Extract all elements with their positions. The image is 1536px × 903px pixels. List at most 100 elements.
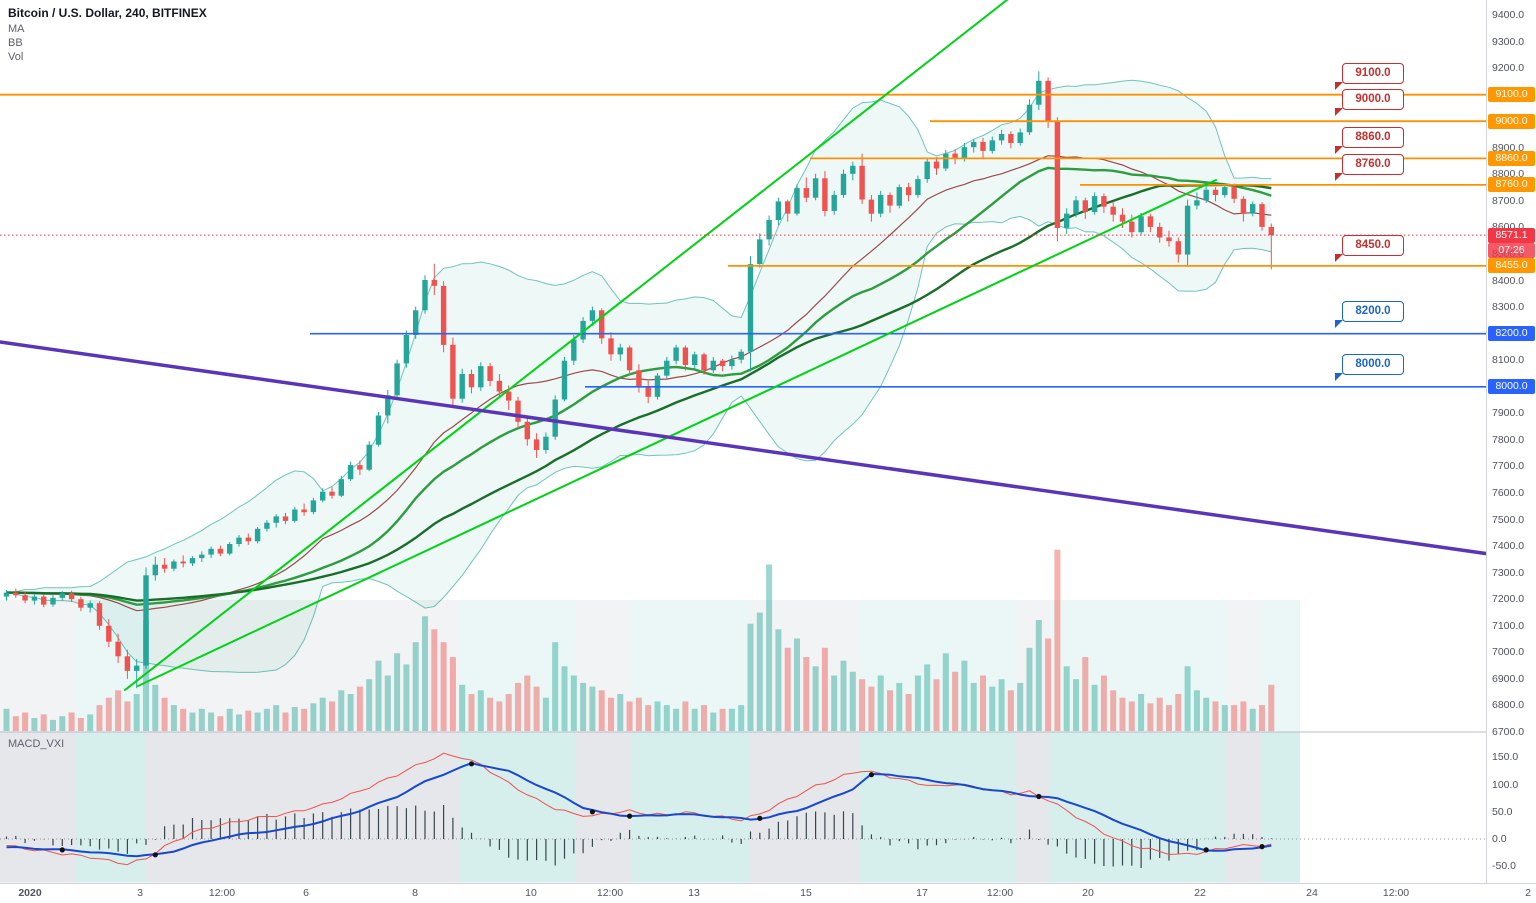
price-axis[interactable]: 9400.0 9300.0 9200.0 9100.0 9000.0 8900.0 8800… <box>1486 0 1536 883</box>
price-axis-label: 7000.0 <box>1492 646 1525 659</box>
legend-indicator-vol[interactable]: Vol <box>8 51 24 63</box>
time-axis-label: 12:00 <box>208 887 236 899</box>
price-callout-label[interactable]: 8000.0 <box>1335 354 1404 381</box>
macd-axis-label: -50.0 <box>1492 860 1516 873</box>
price-axis-label: 7400.0 <box>1492 540 1525 553</box>
time-axis-label: 15 <box>800 887 812 899</box>
price-callout-label[interactable]: 9100.0 <box>1335 63 1404 90</box>
price-axis-label: 6700.0 <box>1492 726 1525 738</box>
macd-cross-dot <box>1036 793 1042 800</box>
time-axis-label: 6 <box>303 887 309 899</box>
symbol-title: Bitcoin / U.S. Dollar, 240, BITFINEX <box>8 6 207 20</box>
macd-cross-dot <box>152 852 158 858</box>
price-axis-label: 8300.0 <box>1492 301 1525 314</box>
macd-axis-label: 150.0 <box>1492 751 1519 764</box>
price-tag-orange: 9100.0 <box>1488 87 1535 103</box>
purple-trendline[interactable] <box>0 340 1486 556</box>
price-tag-orange: 8760.0 <box>1488 177 1535 193</box>
price-callout-label[interactable]: 8450.0 <box>1335 235 1404 262</box>
callout-price-text: 8450.0 <box>1355 239 1391 251</box>
callout-pointer-icon <box>1335 173 1343 181</box>
price-axis-label: 7900.0 <box>1492 407 1525 420</box>
price-axis-label: 6800.0 <box>1492 699 1525 712</box>
macd-cross-dot <box>757 815 763 821</box>
chart-plot[interactable] <box>0 0 1486 883</box>
macd-axis-label: 50.0 <box>1492 805 1513 818</box>
callout-pointer-icon <box>1335 254 1343 262</box>
volume-bars <box>3 549 1275 732</box>
macd-cross-dot <box>468 761 475 767</box>
time-axis-label: 22 <box>1194 887 1206 899</box>
callout-price-text: 9000.0 <box>1355 93 1391 105</box>
price-tag-orange: 9000.0 <box>1488 113 1535 129</box>
macd-cross-dot <box>868 772 875 778</box>
candlestick-series <box>3 71 1274 689</box>
callout-price-text: 8860.0 <box>1355 131 1391 143</box>
callout-pointer-icon <box>1335 146 1343 154</box>
time-axis-label: 12:00 <box>1382 887 1410 899</box>
callout-price-text: 8200.0 <box>1355 305 1391 317</box>
macd-cross-dot <box>627 813 633 819</box>
callout-price-text: 9100.0 <box>1355 67 1391 79</box>
price-axis-label: 7300.0 <box>1492 566 1525 579</box>
macd-cross-dot <box>59 847 65 853</box>
price-axis-label: 9400.0 <box>1492 9 1525 21</box>
macd-indicator-label[interactable]: MACD_VXI <box>8 738 65 750</box>
last-price-tag: 8571.1 <box>1488 227 1535 243</box>
callout-price-text: 8760.0 <box>1355 158 1391 170</box>
price-tag-blue: 8200.0 <box>1488 326 1535 342</box>
time-axis-label: 12:00 <box>986 887 1014 899</box>
time-axis-label: 3 <box>137 887 143 899</box>
legend-indicator-ma[interactable]: MA <box>8 23 25 35</box>
macd-axis-label: 100.0 <box>1492 778 1519 791</box>
price-axis-label: 8400.0 <box>1492 274 1525 287</box>
price-callout-label[interactable]: 8760.0 <box>1335 154 1404 181</box>
time-axis-label: 2 <box>1525 887 1531 899</box>
price-tag-blue: 8000.0 <box>1488 379 1535 395</box>
legend: Bitcoin / U.S. Dollar, 240, BITFINEX MA … <box>8 6 207 63</box>
price-axis-label: 7200.0 <box>1492 593 1525 606</box>
price-axis-label: 6900.0 <box>1492 672 1525 685</box>
time-axis-label: 13 <box>688 887 700 899</box>
price-axis-label: 8100.0 <box>1492 354 1525 367</box>
price-callout-label[interactable]: 8860.0 <box>1335 127 1404 154</box>
price-callout-label[interactable]: 9000.0 <box>1335 89 1404 116</box>
price-axis-label: 8700.0 <box>1492 194 1525 207</box>
price-axis-label: 7600.0 <box>1492 487 1525 499</box>
macd-axis-label: 0.0 <box>1492 833 1507 845</box>
time-axis-label: 17 <box>916 887 928 899</box>
green-trendline-shallow[interactable] <box>137 179 1217 687</box>
price-axis-label: 8800.0 <box>1492 168 1525 181</box>
time-axis-label: 2020 <box>18 887 42 899</box>
macd-cross-dot <box>589 809 596 815</box>
macd-histogram <box>5 805 1272 868</box>
price-axis-label: 7500.0 <box>1492 513 1525 526</box>
time-axis-label: 12:00 <box>596 887 624 899</box>
macd-cross-dot <box>1259 844 1265 850</box>
legend-indicator-bb[interactable]: BB <box>8 37 23 49</box>
callout-price-text: 8000.0 <box>1355 358 1391 370</box>
callout-pointer-icon <box>1335 373 1343 381</box>
time-axis[interactable]: 2020 3 12:00 6 8 10 12:00 13 15 17 12:00 20 22 24 12:0… <box>0 883 1536 903</box>
time-axis-label: 24 <box>1306 887 1318 899</box>
price-axis-label: 9300.0 <box>1492 35 1525 48</box>
price-tag-orange: 8455.0 <box>1488 258 1535 274</box>
price-callout-label[interactable]: 8200.0 <box>1335 301 1404 328</box>
countdown-tag: 07:26 <box>1488 242 1535 258</box>
macd-signal-line <box>6 762 1272 858</box>
callout-pointer-icon <box>1335 108 1343 116</box>
callout-pointer-icon <box>1335 320 1343 328</box>
price-axis-label: 9200.0 <box>1492 62 1525 75</box>
price-tag-orange: 8860.0 <box>1488 150 1535 166</box>
callout-pointer-icon <box>1335 82 1343 90</box>
time-axis-label: 10 <box>525 887 537 899</box>
price-axis-label: 7100.0 <box>1492 619 1525 632</box>
green-trendline-steep[interactable] <box>124 0 1012 691</box>
time-axis-label: 20 <box>1082 887 1094 899</box>
macd-cross-dot <box>1203 847 1209 853</box>
price-axis-label: 8900.0 <box>1492 141 1525 154</box>
time-axis-label: 8 <box>412 887 418 899</box>
macd-line <box>6 752 1272 866</box>
price-axis-label: 7800.0 <box>1492 433 1525 446</box>
